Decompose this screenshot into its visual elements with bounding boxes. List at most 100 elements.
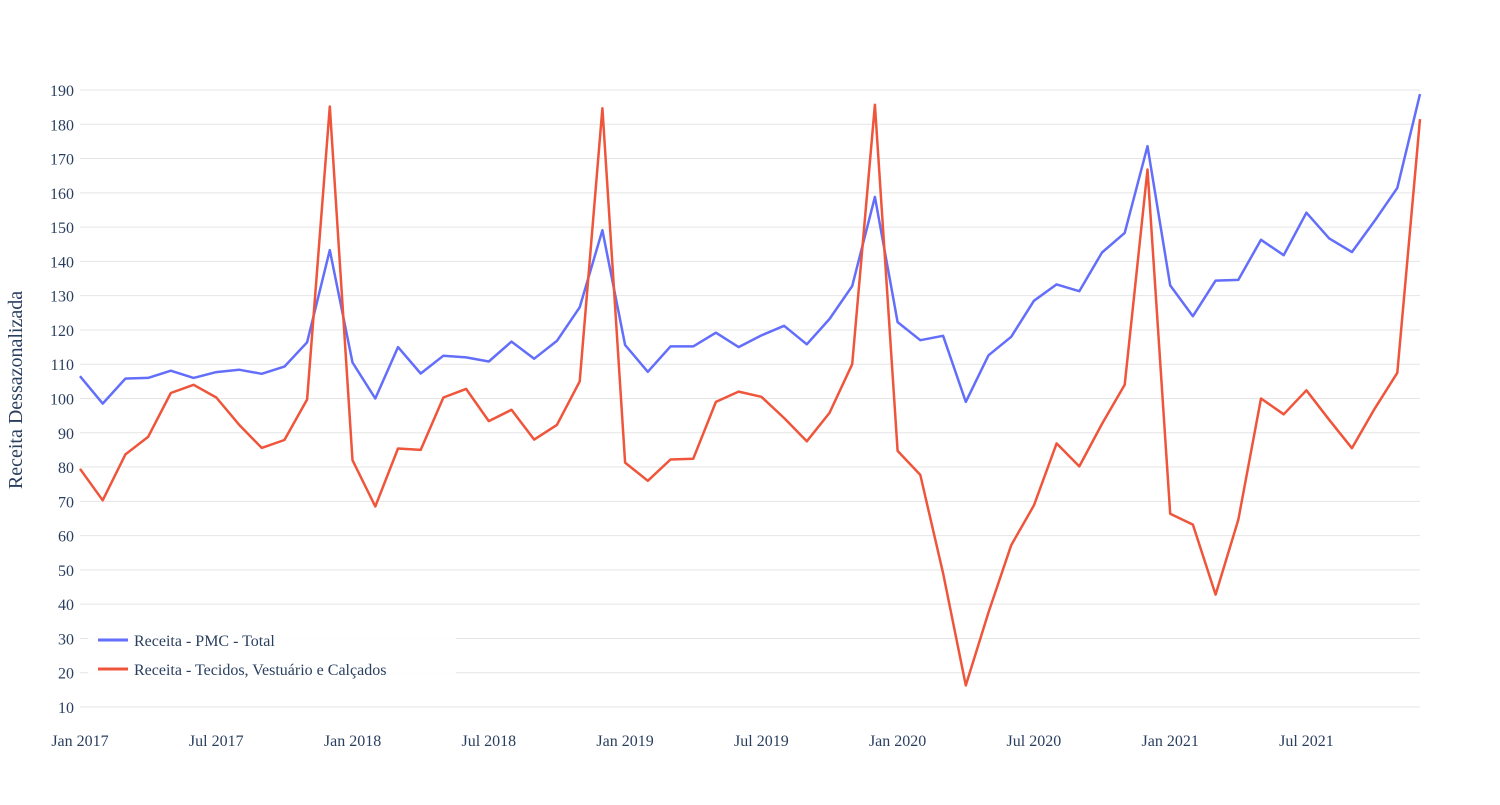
data-point[interactable]: [782, 324, 786, 328]
data-point[interactable]: [1373, 219, 1377, 223]
data-point[interactable]: [623, 461, 627, 465]
data-point[interactable]: [146, 376, 150, 380]
data-point[interactable]: [1350, 250, 1354, 254]
data-point[interactable]: [1145, 144, 1149, 148]
data-point[interactable]: [192, 383, 196, 387]
data-point[interactable]: [1191, 314, 1195, 318]
data-point[interactable]: [1191, 523, 1195, 527]
data-point[interactable]: [192, 376, 196, 380]
data-point[interactable]: [101, 402, 105, 406]
data-point[interactable]: [850, 284, 854, 288]
data-point[interactable]: [169, 369, 173, 373]
data-point[interactable]: [78, 374, 82, 378]
data-point[interactable]: [214, 395, 218, 399]
data-point[interactable]: [464, 387, 468, 391]
data-point[interactable]: [623, 343, 627, 347]
data-point[interactable]: [1259, 397, 1263, 401]
data-point[interactable]: [237, 368, 241, 372]
data-point[interactable]: [260, 372, 264, 376]
data-point[interactable]: [351, 458, 355, 462]
data-point[interactable]: [691, 457, 695, 461]
data-point[interactable]: [600, 228, 604, 232]
data-point[interactable]: [1418, 117, 1422, 121]
data-point[interactable]: [532, 438, 536, 442]
data-point[interactable]: [691, 344, 695, 348]
data-point[interactable]: [169, 391, 173, 395]
data-point[interactable]: [78, 467, 82, 471]
data-point[interactable]: [737, 390, 741, 394]
data-point[interactable]: [305, 398, 309, 402]
data-point[interactable]: [759, 395, 763, 399]
data-point[interactable]: [419, 448, 423, 452]
data-point[interactable]: [1168, 512, 1172, 516]
data-point[interactable]: [918, 473, 922, 477]
data-point[interactable]: [1236, 518, 1240, 522]
data-point[interactable]: [260, 446, 264, 450]
data-point[interactable]: [805, 342, 809, 346]
data-point[interactable]: [827, 317, 831, 321]
data-point[interactable]: [1123, 231, 1127, 235]
data-point[interactable]: [1282, 253, 1286, 257]
data-point[interactable]: [873, 195, 877, 199]
data-point[interactable]: [1282, 412, 1286, 416]
data-point[interactable]: [441, 354, 445, 358]
data-point[interactable]: [941, 571, 945, 575]
data-point[interactable]: [396, 447, 400, 451]
data-point[interactable]: [441, 395, 445, 399]
data-point[interactable]: [396, 345, 400, 349]
data-point[interactable]: [1327, 236, 1331, 240]
data-point[interactable]: [1214, 593, 1218, 597]
data-point[interactable]: [237, 423, 241, 427]
data-point[interactable]: [532, 357, 536, 361]
data-point[interactable]: [1214, 279, 1218, 283]
data-point[interactable]: [1395, 371, 1399, 375]
data-point[interactable]: [373, 397, 377, 401]
data-point[interactable]: [555, 423, 559, 427]
data-point[interactable]: [1077, 289, 1081, 293]
data-point[interactable]: [1327, 418, 1331, 422]
data-point[interactable]: [1145, 168, 1149, 172]
data-point[interactable]: [986, 353, 990, 357]
data-point[interactable]: [214, 370, 218, 374]
data-point[interactable]: [419, 371, 423, 375]
legend-item[interactable]: Receita - Tecidos, Vestuário e Calçados: [98, 662, 386, 679]
data-point[interactable]: [850, 362, 854, 366]
data-point[interactable]: [805, 439, 809, 443]
data-point[interactable]: [918, 338, 922, 342]
data-point[interactable]: [964, 683, 968, 687]
data-point[interactable]: [123, 452, 127, 456]
data-point[interactable]: [464, 355, 468, 359]
data-point[interactable]: [373, 504, 377, 508]
data-point[interactable]: [555, 339, 559, 343]
data-point[interactable]: [328, 104, 332, 108]
data-point[interactable]: [305, 340, 309, 344]
data-point[interactable]: [1100, 422, 1104, 426]
data-point[interactable]: [101, 498, 105, 502]
data-point[interactable]: [941, 334, 945, 338]
data-point[interactable]: [1009, 543, 1013, 547]
data-point[interactable]: [714, 400, 718, 404]
data-point[interactable]: [1304, 211, 1308, 215]
data-point[interactable]: [646, 479, 650, 483]
data-point[interactable]: [1055, 282, 1059, 286]
data-point[interactable]: [282, 438, 286, 442]
data-point[interactable]: [600, 106, 604, 110]
data-point[interactable]: [487, 359, 491, 363]
data-point[interactable]: [282, 365, 286, 369]
data-point[interactable]: [646, 370, 650, 374]
data-point[interactable]: [1350, 446, 1354, 450]
data-point[interactable]: [669, 458, 673, 462]
data-point[interactable]: [487, 419, 491, 423]
data-point[interactable]: [1168, 283, 1172, 287]
data-point[interactable]: [1123, 383, 1127, 387]
series-line[interactable]: [79, 93, 1422, 405]
data-point[interactable]: [782, 416, 786, 420]
data-point[interactable]: [1304, 388, 1308, 392]
data-point[interactable]: [737, 345, 741, 349]
data-point[interactable]: [1373, 407, 1377, 411]
data-point[interactable]: [1009, 335, 1013, 339]
data-point[interactable]: [123, 377, 127, 381]
data-point[interactable]: [1077, 464, 1081, 468]
data-point[interactable]: [146, 435, 150, 439]
data-point[interactable]: [1418, 92, 1422, 96]
